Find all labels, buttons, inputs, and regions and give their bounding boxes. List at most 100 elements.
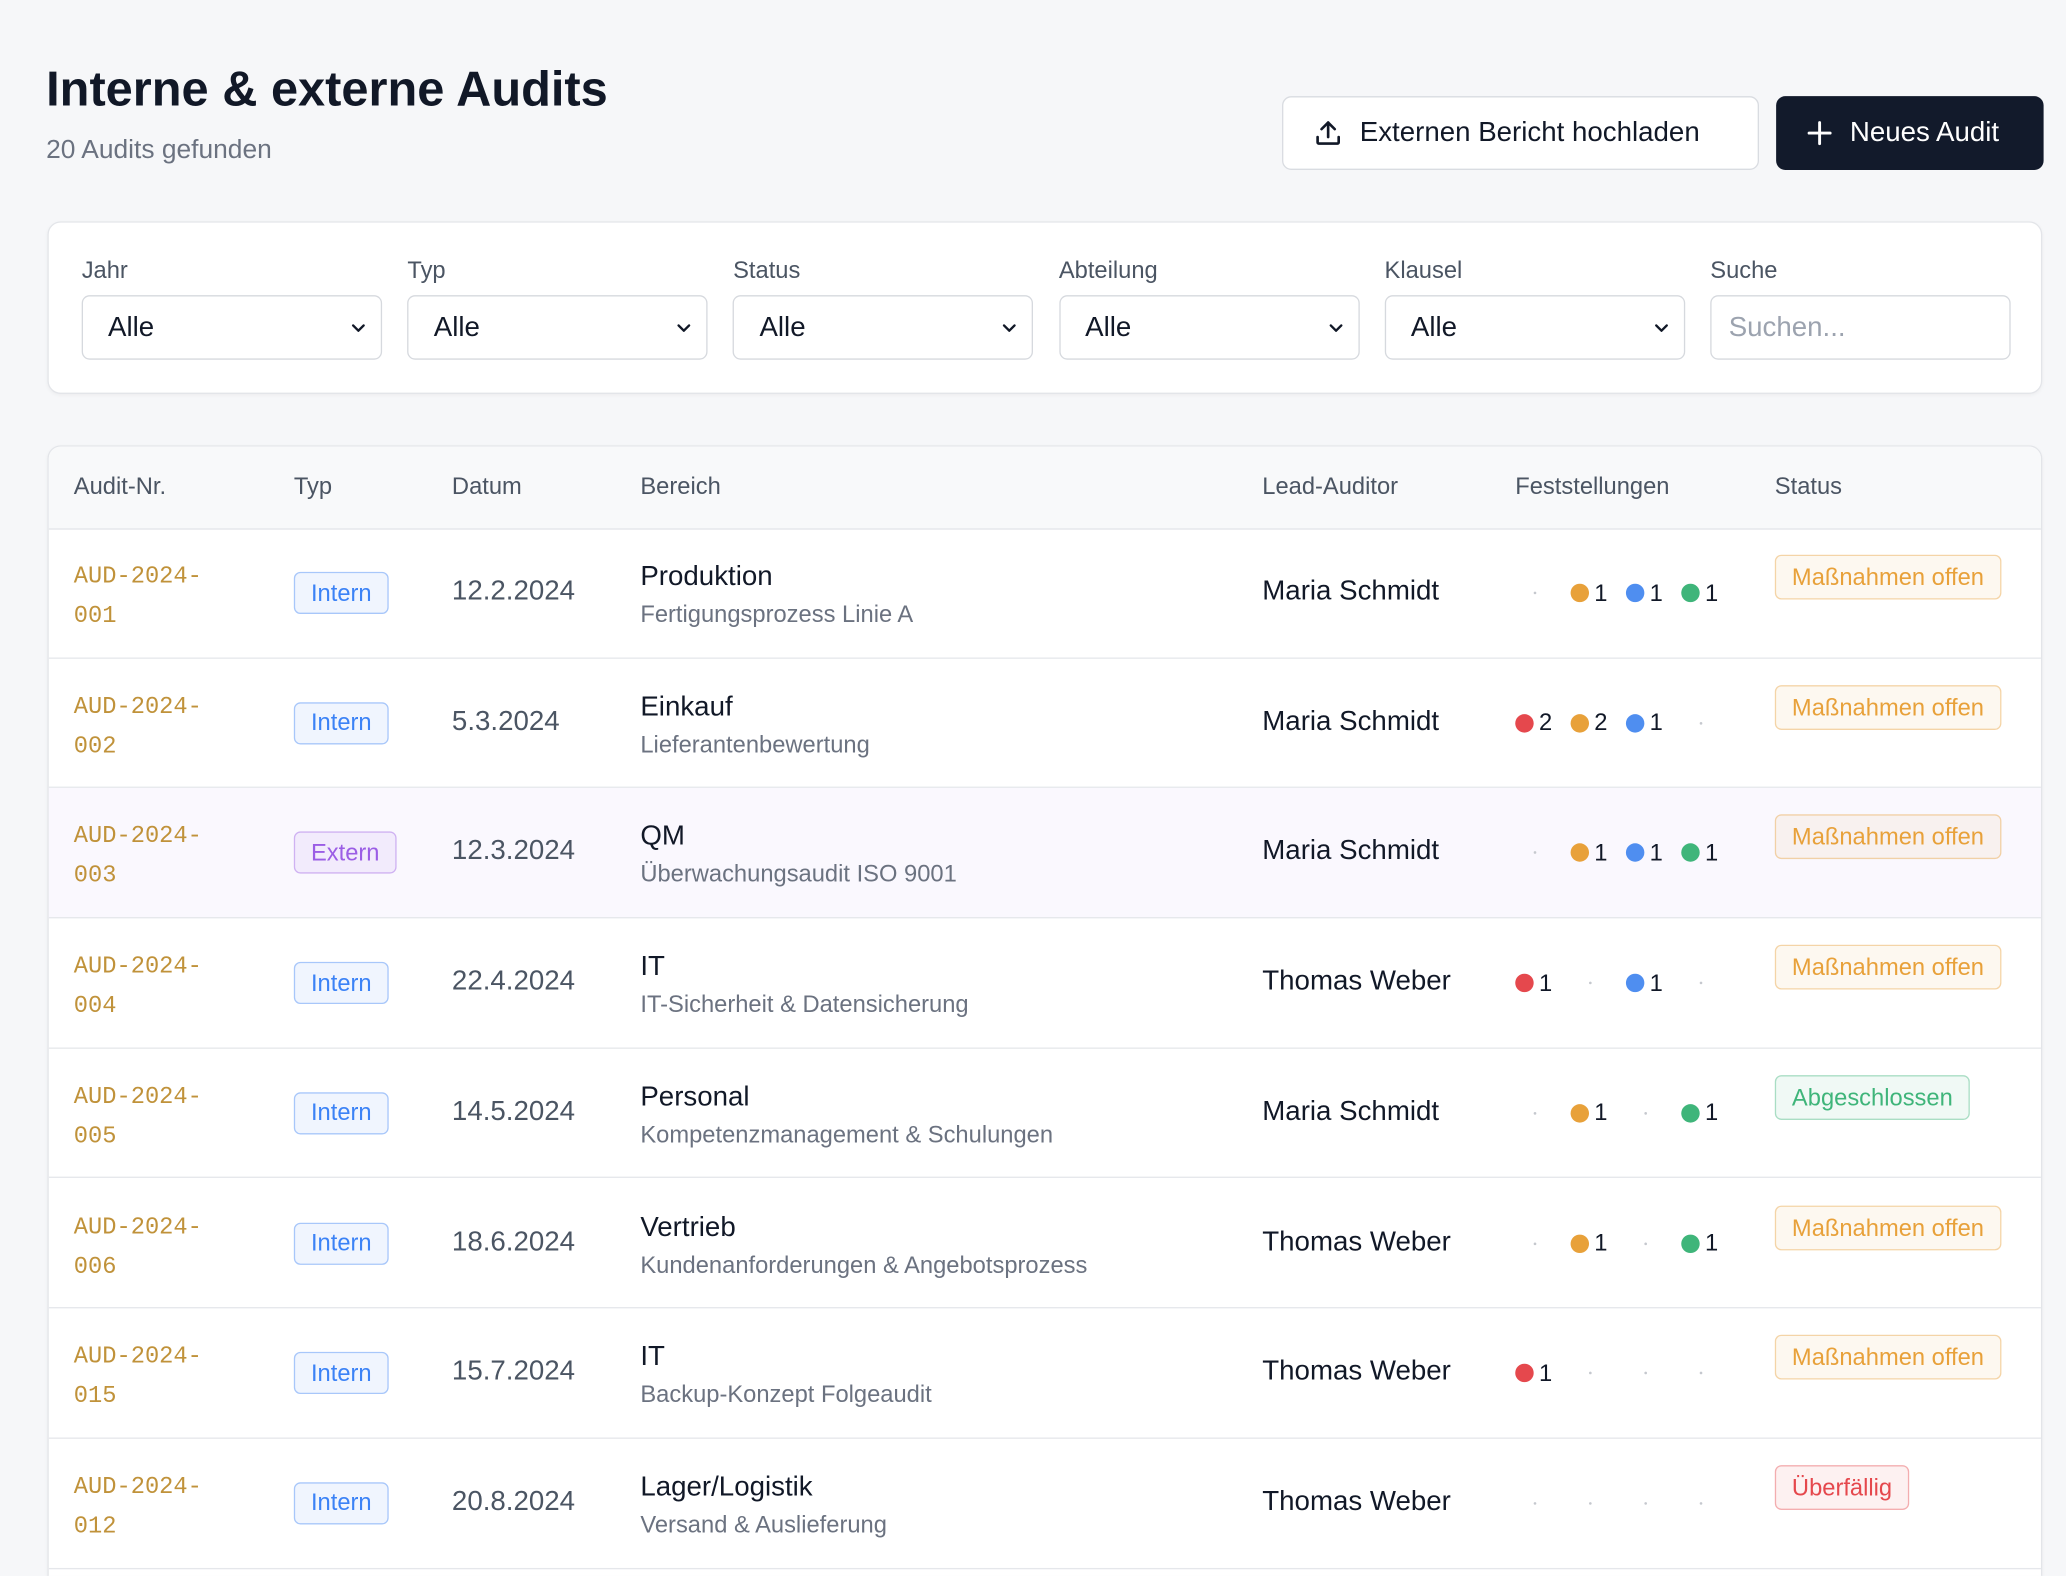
audit-area: IT [640,951,665,982]
finding-slot [1571,969,1626,998]
status-badge: Maßnahmen offen [1774,684,2002,730]
finding-count: 1 [1594,1229,1608,1256]
empty-marker [1589,1501,1592,1505]
finding-count: 1 [1649,579,1663,606]
severity-dot [1515,973,1534,993]
filter-select[interactable]: Alle [81,295,383,360]
page-title: Interne & externe Audits [46,61,608,116]
finding-slot: 1 [1570,1229,1626,1258]
filter-select[interactable]: Alle [1384,295,1685,360]
lead-auditor: Maria Schmidt [1262,1095,1440,1127]
table-row[interactable]: AUD-2024-012 Intern 20.8.2024 Lager/Logisti… [48,1439,2041,1569]
filter-label: Typ [407,256,446,284]
finding-slot: 1 [1625,839,1681,868]
audit-id: AUD-2024-002 [73,693,202,760]
severity-dot [1570,583,1590,603]
audit-area: Personal [640,1081,750,1112]
finding-count: 1 [1594,1099,1608,1126]
audit-subarea: Versand & Auslieferung [640,1511,887,1538]
empty-marker [1533,591,1537,595]
type-badge: Intern [293,1482,389,1525]
finding-count: 1 [1594,839,1608,866]
finding-slot: 1 [1681,1229,1736,1258]
filter-label: Suche [1710,256,1778,284]
status-badge: Maßnahmen offen [1774,1334,2002,1380]
empty-marker [1589,981,1592,985]
type-badge: Intern [293,1222,389,1265]
table-row[interactable]: AUD-2024-005 Intern 14.5.2024 Personal Kompe… [48,1049,2041,1179]
upload-button[interactable]: Externen Bericht hochladen [1282,96,1759,170]
audit-date: 22.4.2024 [451,965,576,997]
type-badge: Intern [293,961,389,1005]
filter-select[interactable]: Alle [407,295,708,360]
finding-slot [1515,839,1570,868]
finding-slot [1515,1489,1570,1518]
finding-count: 1 [1704,1099,1719,1126]
empty-marker [1699,981,1703,985]
finding-slot: 2 [1515,708,1570,737]
severity-dot [1570,1233,1590,1253]
audit-area: IT [640,1341,665,1372]
type-badge: Intern [293,1352,389,1395]
table-row[interactable]: AUD-2024-015 Intern 15.7.2024 IT Backup-Konz… [48,1309,2041,1439]
severity-dot [1570,843,1590,863]
audit-subarea: Fertigungsprozess Linie A [640,600,914,628]
subtitle: 20 Audits gefunden [46,135,272,165]
audit-id: AUD-2024-004 [73,954,202,1020]
filter-select[interactable]: Alle [1058,295,1360,360]
status-badge: Maßnahmen offen [1774,554,2002,600]
type-badge: Intern [293,571,389,615]
search-input[interactable]: Suchen... [1710,295,2011,360]
chevron [351,324,365,332]
finding-count: 1 [1538,969,1553,996]
lead-auditor: Thomas Weber [1262,965,1451,997]
finding-slot: 1 [1570,1099,1626,1128]
audit-id: AUD-2024-005 [73,1084,202,1150]
audit-table: Audit-Nr. Typ Datum Bereich Lead-Auditor Fest… [47,445,2043,1576]
severity-dot [1570,713,1590,733]
chevron [1329,324,1342,332]
finding-slot [1681,1489,1736,1518]
finding-slot: 1 [1681,1099,1736,1128]
table-row[interactable]: AUD-2024-002 Intern 5.3.2024 Einkauf Liefera… [48,658,2041,789]
audit-date: 20.8.2024 [451,1486,576,1517]
empty-marker [1533,1241,1537,1245]
filter-label: Abteilung [1058,256,1158,284]
lead-auditor: Thomas Weber [1262,1226,1451,1257]
status-badge: Maßnahmen offen [1774,944,2002,990]
column-header: Feststellungen [1515,473,1670,500]
column-header: Audit-Nr. [73,473,167,500]
table-header: Audit-Nr. Typ Datum Bereich Lead-Auditor Fest… [48,446,2041,530]
finding-slot [1681,969,1736,998]
finding-slot [1571,1489,1626,1518]
audit-subarea: Backup-Konzept Folgeaudit [640,1381,932,1408]
status-badge: Überfällig [1774,1465,1910,1510]
table-row[interactable]: AUD-2024-003 Extern 12.3.2024 QM Überwachung… [48,788,2041,919]
audit-id: AUD-2024-012 [73,1474,202,1541]
new-audit-button[interactable]: Neues Audit [1776,96,2044,170]
plus-icon [1807,121,1832,146]
findings: 1 1 1 [1515,578,1736,607]
audit-subarea: Lieferantenbewertung [640,730,870,758]
severity-dot [1570,1103,1590,1123]
filter-label: Klausel [1384,256,1463,284]
finding-slot: 2 [1570,708,1626,737]
audit-date: 14.5.2024 [451,1095,576,1127]
table-row[interactable]: AUD-2024-006 Intern 18.6.2024 Vertrieb Kunde… [48,1179,2041,1309]
audit-subarea: Überwachungsaudit ISO 9001 [640,860,957,888]
audit-area: QM [640,821,685,852]
severity-dot [1681,1103,1700,1123]
table-row[interactable]: AUD-2024-004 Intern 22.4.2024 IT IT-Sicherhe… [48,918,2041,1049]
lead-auditor: Maria Schmidt [1262,575,1440,607]
lead-auditor: Maria Schmidt [1262,705,1440,737]
finding-slot: 1 [1625,708,1681,737]
table-row[interactable]: AUD-2024-001 Intern 12.2.2024 Produktion Fer… [48,528,2041,659]
severity-dot [1515,713,1534,733]
severity-dot [1625,843,1645,863]
filter-select[interactable]: Alle [733,295,1034,360]
finding-count: 1 [1649,709,1663,736]
audit-area: Einkauf [640,691,733,722]
finding-slot [1571,1359,1626,1388]
finding-slot [1626,1099,1681,1128]
